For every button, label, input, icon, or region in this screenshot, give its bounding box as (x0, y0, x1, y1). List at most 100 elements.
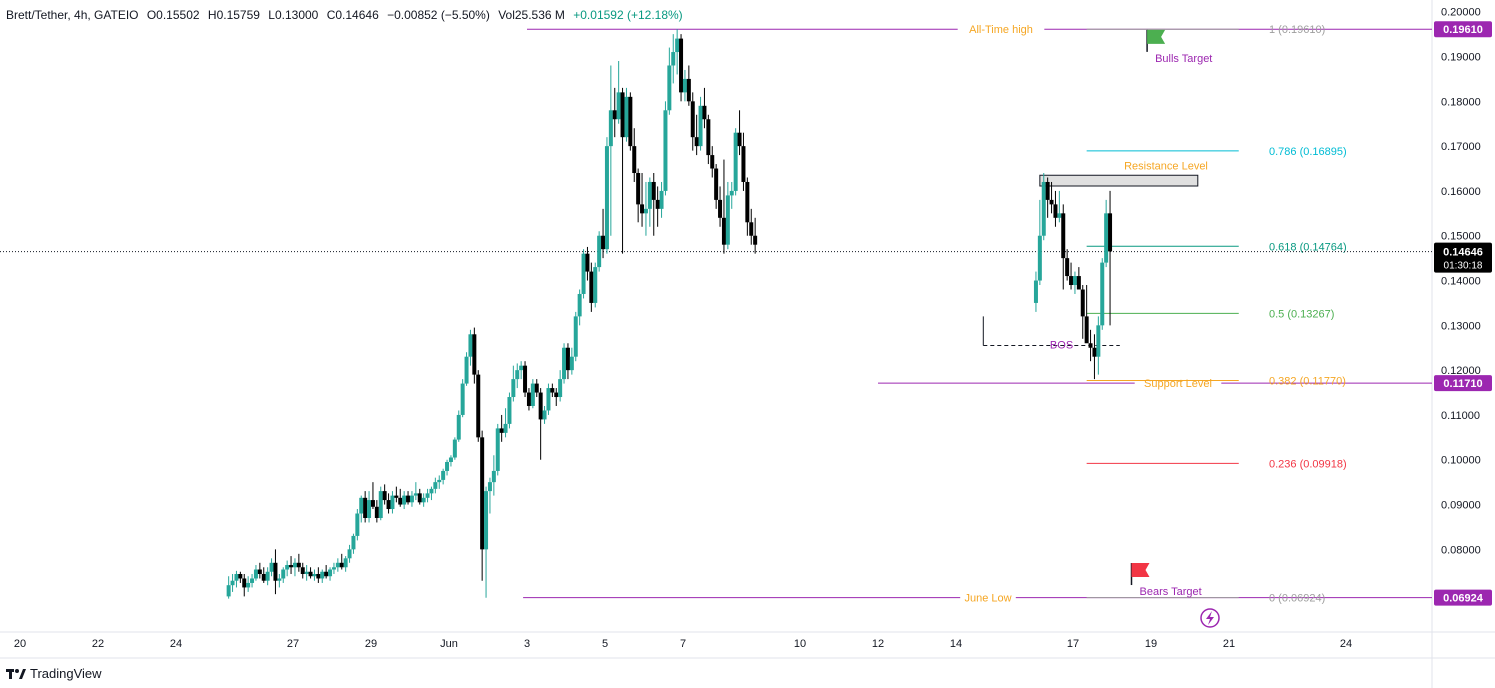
brand-name[interactable]: TradingView (30, 666, 102, 681)
candle-up (515, 370, 520, 380)
resistance-zone (1039, 174, 1199, 187)
candle-down (386, 500, 391, 510)
fib-label: 0.5 (0.13267) (1269, 308, 1334, 320)
candle-up (682, 78, 687, 93)
x-tick-label: 20 (14, 638, 26, 650)
candle-down (718, 199, 723, 218)
candle-up (367, 500, 372, 518)
candle-up (230, 580, 235, 586)
candle-up (312, 573, 317, 577)
volume: Vol25.536 M (498, 8, 565, 22)
level-label: All-Time high (969, 24, 1033, 36)
candle-down (737, 132, 742, 147)
candle-up (226, 585, 231, 597)
candle-up (304, 571, 309, 574)
candle-down (324, 571, 329, 577)
candle-down (690, 101, 695, 138)
candle-up (581, 253, 586, 294)
candle-down (585, 253, 590, 272)
candle-up (573, 316, 578, 357)
candle-down (406, 495, 411, 503)
candle-up (425, 493, 430, 498)
target-label: Bears Target (1140, 586, 1202, 598)
candle-down (640, 204, 645, 214)
level-label-bg (960, 590, 1016, 604)
candle-up (441, 470, 446, 480)
candle-up (445, 461, 450, 471)
candle-down (745, 181, 750, 223)
candle-down (620, 92, 625, 138)
candle-down (296, 562, 301, 568)
level-label-bg (957, 22, 1045, 36)
candle-up (421, 497, 426, 503)
candle-up (281, 569, 286, 579)
ohlc-close: C0.14646 (326, 8, 379, 22)
candle-down (1076, 276, 1081, 290)
y-tick-label: 0.17000 (1441, 141, 1481, 153)
price-tag-label: 0.19610 (1443, 24, 1483, 36)
candle-down (374, 506, 379, 518)
candle-up (378, 491, 383, 518)
y-tick-label: 0.11000 (1441, 410, 1480, 422)
x-tick-label: 14 (950, 638, 962, 650)
candle-up (667, 65, 672, 111)
candle-up (593, 267, 598, 303)
candle-up (491, 470, 496, 483)
candle-up (659, 190, 664, 209)
candle-up (452, 439, 457, 458)
candle-up (1057, 213, 1062, 218)
candle-down (300, 567, 305, 574)
candle-down (273, 562, 278, 581)
candle-down (370, 500, 375, 507)
candle-up (234, 573, 239, 581)
candle-down (710, 155, 715, 169)
candle-up (1041, 181, 1046, 236)
price-tag (1434, 589, 1492, 606)
x-tick-label: 22 (92, 638, 104, 650)
y-tick-label: 0.09000 (1441, 500, 1481, 512)
x-tick-label: Jun (440, 638, 458, 650)
candle-down (1092, 347, 1097, 357)
lightning-bolt (1206, 611, 1214, 625)
lightning-icon (1200, 608, 1220, 628)
resistance-label: Resistance Level (1124, 160, 1208, 172)
candle-up (246, 582, 251, 588)
fib-label: 0 (0.06924) (1269, 593, 1325, 605)
fib-label: 0.618 (0.14764) (1269, 241, 1347, 253)
candle-up (729, 190, 734, 196)
fib-label: 0.382 (0.11770) (1269, 375, 1346, 387)
y-tick-label: 0.14000 (1441, 276, 1481, 288)
candle-up (468, 334, 473, 357)
candle-down (1084, 316, 1089, 344)
candle-up (507, 397, 512, 424)
x-tick-label: 21 (1223, 638, 1235, 650)
ohlc-low: L0.13000 (268, 8, 319, 22)
candle-down (565, 347, 570, 371)
candle-up (292, 562, 297, 568)
candle-down (394, 495, 399, 498)
x-tick-label: 17 (1067, 638, 1079, 650)
price-change: −0.00852 (−5.50%) (387, 8, 490, 22)
bos-label: BOS (1050, 340, 1073, 352)
candle-up (733, 132, 738, 191)
candle-up (343, 558, 348, 568)
candle-up (530, 383, 535, 406)
y-tick-label: 0.08000 (1441, 544, 1481, 556)
candle-down (589, 271, 594, 303)
x-tick-label: 5 (602, 638, 608, 650)
candle-up (569, 356, 574, 371)
level-label: Support Level (1144, 378, 1212, 390)
candle-down (526, 392, 531, 406)
price-tag (1434, 375, 1492, 392)
candle-up (1096, 325, 1101, 357)
target-label: Bulls Target (1155, 53, 1212, 65)
symbol-title[interactable]: Brett/Tether, 4h, GATEIO (6, 8, 139, 22)
candle-down (480, 437, 485, 550)
candle-down (550, 388, 555, 393)
candle-down (741, 146, 746, 182)
x-tick-label: 29 (365, 638, 377, 650)
x-tick-label: 24 (170, 638, 182, 650)
y-tick-label: 0.13000 (1441, 320, 1481, 332)
candle-down (257, 569, 262, 574)
